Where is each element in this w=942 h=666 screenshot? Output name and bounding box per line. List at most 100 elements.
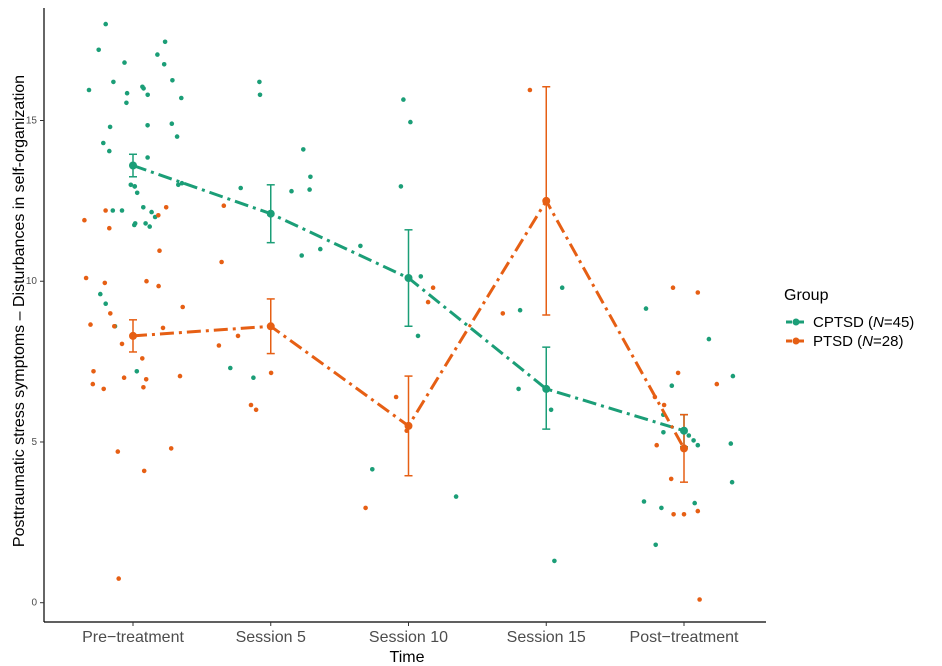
data-point	[119, 341, 125, 347]
data-point	[661, 402, 667, 408]
data-point	[268, 370, 274, 376]
data-point	[121, 375, 127, 381]
data-point	[174, 134, 180, 139]
mean-point	[129, 331, 137, 340]
data-point	[176, 182, 181, 188]
data-point	[358, 243, 363, 249]
legend-label: CPTSD (N=45)	[813, 314, 914, 331]
data-point	[299, 253, 305, 258]
data-point	[124, 100, 129, 106]
data-point	[516, 386, 521, 392]
mean-point	[266, 209, 275, 218]
data-point	[101, 386, 106, 392]
x-tick-label: Session 5	[236, 629, 306, 646]
data-point	[668, 476, 674, 482]
data-point	[145, 92, 150, 98]
data-point	[221, 203, 227, 208]
data-point	[697, 597, 702, 602]
x-axis-ticks: Pre−treatment Session 5 Session 10 Session …	[82, 622, 739, 646]
data-point	[251, 375, 256, 381]
y-tick-label: 10	[26, 276, 38, 287]
legend-key-point	[792, 337, 800, 345]
data-point	[98, 291, 103, 297]
data-point	[102, 280, 108, 286]
data-point	[653, 542, 658, 548]
data-point	[453, 494, 459, 499]
data-point	[115, 449, 121, 454]
y-tick-label: 15	[26, 116, 38, 127]
data-point	[145, 155, 150, 160]
data-point	[248, 402, 254, 408]
data-point	[170, 78, 175, 83]
legend-key-point	[792, 318, 800, 326]
data-point	[140, 356, 145, 361]
data-point	[132, 222, 137, 228]
x-tick-label: Session 15	[507, 629, 586, 646]
data-point	[318, 246, 323, 252]
data-point	[145, 123, 150, 128]
data-point	[235, 333, 241, 339]
data-point	[641, 499, 647, 504]
data-point	[143, 221, 148, 226]
data-point	[141, 468, 147, 474]
data-point	[96, 47, 101, 53]
data-point	[548, 407, 554, 413]
data-point	[122, 60, 127, 65]
data-point	[729, 479, 735, 485]
data-point	[112, 324, 117, 329]
x-axis-title: Time	[390, 649, 425, 666]
data-point	[393, 394, 399, 400]
mean-point	[680, 426, 688, 435]
data-point	[90, 381, 96, 387]
data-point	[144, 278, 149, 284]
data-point	[103, 301, 108, 307]
x-tick-label: Post−treatment	[630, 629, 740, 646]
data-point	[370, 467, 375, 472]
data-point	[163, 205, 169, 210]
data-point	[134, 369, 140, 374]
data-point	[257, 92, 263, 98]
legend: Group CPTSD (N=45) PTSD (N=28)	[784, 287, 914, 350]
data-point	[86, 87, 92, 93]
data-point	[141, 205, 146, 210]
data-point	[156, 213, 161, 218]
data-point	[168, 446, 174, 451]
data-point	[661, 430, 666, 435]
mean-point	[404, 274, 413, 282]
data-point	[132, 184, 138, 189]
mean-points	[129, 161, 688, 453]
data-point	[107, 124, 113, 130]
data-point	[107, 225, 112, 231]
data-point	[147, 224, 152, 229]
data-point	[408, 119, 413, 125]
data-point	[91, 369, 96, 374]
mean-point	[129, 161, 137, 170]
data-point	[695, 508, 701, 514]
data-point	[228, 365, 233, 371]
data-point	[128, 182, 134, 188]
data-point	[643, 306, 649, 311]
data-point	[219, 259, 224, 265]
data-point	[216, 343, 222, 348]
data-point	[695, 290, 701, 295]
data-point	[88, 322, 93, 327]
data-point	[253, 407, 259, 413]
x-tick-label: Pre−treatment	[82, 629, 184, 646]
data-point	[681, 512, 687, 517]
data-point	[671, 512, 676, 517]
data-point	[107, 148, 112, 154]
mean-point	[542, 196, 551, 205]
data-point	[179, 95, 184, 101]
data-point	[301, 147, 306, 152]
data-point	[238, 185, 243, 191]
data-point	[157, 248, 162, 253]
data-point	[691, 438, 696, 443]
data-point	[149, 209, 154, 215]
data-point	[552, 558, 557, 564]
data-point	[119, 208, 125, 213]
data-point	[116, 576, 121, 581]
data-point	[177, 373, 183, 379]
data-point	[257, 79, 262, 85]
data-point	[103, 21, 108, 27]
y-tick-label: 0	[31, 598, 37, 609]
